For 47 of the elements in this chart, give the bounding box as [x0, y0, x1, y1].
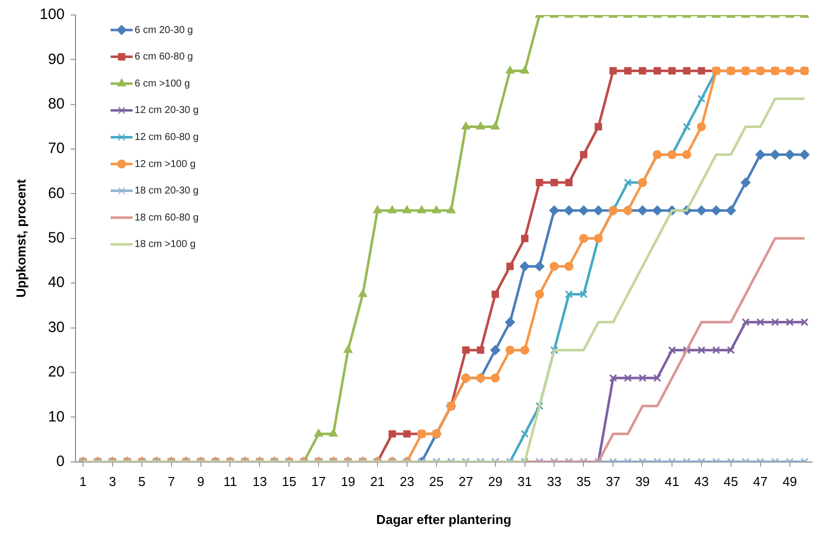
- legend-label: 6 cm 60-80 g: [134, 52, 193, 63]
- x-tick-label: 35: [576, 474, 591, 490]
- legend-label: 18 cm >100 g: [134, 239, 196, 250]
- y-tick-label: 10: [48, 408, 65, 426]
- y-tick-label: 30: [48, 318, 65, 336]
- x-tick-label: 9: [197, 474, 204, 490]
- x-axis-title: Dagar efter plantering: [376, 512, 512, 527]
- y-tick-label: 90: [48, 50, 65, 68]
- x-tick-label: 25: [429, 474, 444, 490]
- y-axis-title: Uppkomst, procent: [13, 178, 28, 298]
- x-tick-label: 41: [664, 474, 680, 490]
- x-tick-label: 29: [488, 474, 503, 490]
- legend-label: 6 cm 20-30 g: [134, 24, 193, 36]
- x-tick-label: 17: [311, 474, 326, 490]
- x-tick-label: 43: [694, 474, 709, 490]
- x-tick-label: 31: [518, 474, 532, 490]
- legend-label: 12 cm >100 g: [134, 158, 196, 170]
- x-tick-label: 37: [606, 474, 620, 490]
- x-tick-label: 3: [108, 474, 116, 490]
- x-tick-label: 5: [138, 474, 146, 490]
- legend-label: 18 cm 20-30 g: [134, 186, 199, 197]
- x-tick-label: 21: [370, 474, 385, 490]
- legend-label: 12 cm 20-30 g: [134, 105, 199, 116]
- x-tick-label: 33: [546, 474, 562, 490]
- legend-label: 6 cm >100 g: [134, 78, 190, 90]
- x-tick-label: 47: [753, 474, 768, 490]
- legend-label: 12 cm 60-80 g: [134, 132, 199, 143]
- x-tick-label: 39: [635, 474, 650, 490]
- x-tick-label: 15: [282, 474, 296, 490]
- y-tick-label: 20: [48, 364, 65, 381]
- y-tick-label: 60: [48, 184, 65, 202]
- x-tick-label: 1: [79, 474, 87, 490]
- legend-label: 18 cm 60-80 g: [134, 212, 199, 224]
- x-tick-label: 45: [724, 474, 738, 490]
- x-tick-label: 27: [458, 474, 474, 490]
- y-tick-label: 0: [56, 452, 65, 470]
- x-tick-label: 23: [400, 474, 414, 490]
- y-tick-label: 40: [48, 274, 65, 292]
- x-tick-label: 11: [223, 474, 237, 490]
- x-tick-label: 49: [782, 474, 798, 490]
- y-tick-label: 70: [48, 140, 65, 158]
- x-tick-label: 7: [168, 474, 175, 490]
- y-tick-label: 50: [48, 230, 65, 247]
- x-tick-label: 19: [340, 474, 356, 490]
- y-tick-label: 80: [48, 96, 65, 112]
- x-tick-label: 13: [252, 474, 267, 490]
- y-tick-label: 100: [40, 6, 65, 24]
